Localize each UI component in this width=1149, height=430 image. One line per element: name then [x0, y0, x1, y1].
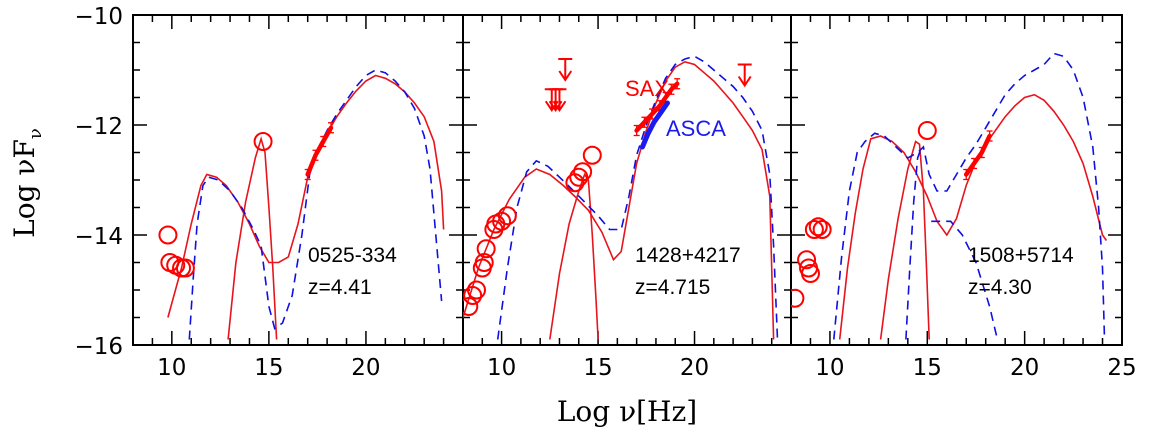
asca-spectrum	[639, 100, 670, 150]
upper-limit-arrow	[737, 63, 752, 88]
redshift-label: z=4.41	[308, 276, 372, 299]
data-point	[476, 239, 496, 259]
upper-limit-arrow	[552, 88, 567, 113]
y-axis-title: Log νFν	[8, 128, 46, 238]
model-curve-dashed-component	[905, 146, 923, 340]
panel-0525-334: 10 15 20 0525-334 z=4.41	[132, 14, 464, 381]
x-tick-label: 15	[254, 355, 283, 381]
model-curve-component	[879, 140, 930, 340]
plot-area	[158, 69, 445, 340]
panel-frame	[132, 14, 464, 346]
model-curve-dashed	[833, 52, 1106, 340]
x-axis-title: Log ν[Hz]	[557, 395, 697, 428]
data-point	[569, 167, 589, 187]
data-point	[492, 211, 512, 231]
model-curve-dashed	[496, 55, 779, 340]
panels: 10 15 20 0525-334 z=4.41 10 15 20 1428+4217 z=4.7…	[132, 14, 1137, 381]
model-curve-dashed-component	[931, 220, 999, 340]
source-name: 1428+4217	[635, 244, 741, 267]
upper-limit-arrow	[558, 58, 573, 82]
x-tick-label: 10	[157, 355, 186, 381]
data-point	[175, 258, 195, 278]
data-point	[573, 162, 593, 182]
svg-text:Log νFν: Log νFν	[8, 128, 46, 238]
data-point	[917, 121, 937, 140]
x-tick-label: 10	[487, 355, 516, 381]
upper-limit-head	[737, 75, 752, 88]
model-curve-component	[549, 172, 599, 340]
data-point	[804, 220, 824, 239]
data-point	[791, 288, 805, 308]
upper-limit-head	[552, 100, 567, 113]
redshift-label: z=4.715	[635, 276, 710, 299]
model-curve-dashed	[188, 69, 443, 340]
upper-limit-head	[558, 70, 573, 82]
x-tick-label: 20	[680, 355, 709, 381]
redshift-label: z=4.30	[968, 276, 1032, 299]
plot-area	[463, 55, 779, 340]
y-axis-title-main: Log νF	[8, 139, 41, 238]
y-tick-label: −12	[74, 114, 123, 140]
y-tick-label: −10	[74, 4, 123, 30]
source-name: 1508+5714	[968, 244, 1074, 267]
data-point	[797, 250, 817, 270]
panel-frame	[790, 14, 1123, 346]
data-point	[800, 264, 820, 283]
data-point	[474, 253, 494, 272]
x-tick-label: 15	[583, 355, 612, 381]
data-point	[253, 132, 273, 151]
y-tick-label: −14	[74, 224, 123, 250]
panel-1508+5714: 10 15 20 25 1508+5714 z=4.30	[790, 14, 1137, 381]
data-point	[812, 220, 832, 239]
data-point	[158, 225, 178, 245]
data-point	[808, 217, 828, 237]
xray-spectrum	[963, 133, 992, 177]
x-tick-label: 10	[815, 355, 844, 381]
x-tick-label: 15	[913, 355, 942, 381]
y-axis-title-sub: ν	[25, 128, 46, 139]
data-point	[463, 297, 479, 316]
model-curve	[463, 60, 775, 340]
data-point	[582, 145, 602, 165]
model-curve	[838, 93, 1108, 340]
asca-label: ASCA	[666, 116, 726, 141]
source-name: 0525-334	[308, 244, 397, 267]
plot-area	[791, 52, 1108, 340]
data-point	[497, 206, 517, 226]
xray-spectrum	[305, 125, 334, 177]
data-point	[467, 280, 487, 300]
x-tick-label: 25	[1107, 355, 1136, 381]
model-curve	[167, 74, 445, 318]
x-tick-label: 20	[351, 355, 380, 381]
model-curve-component	[227, 135, 278, 340]
sax-label: SAX	[625, 76, 669, 101]
y-axis-labels: −10 −12 −14 −16	[74, 4, 123, 360]
panel-1428+4217: 10 15 20 1428+4217 z=4.715 SAX ASCA	[462, 14, 792, 381]
y-tick-label: −16	[74, 334, 123, 360]
data-point	[463, 286, 483, 305]
x-tick-label: 20	[1010, 355, 1039, 381]
